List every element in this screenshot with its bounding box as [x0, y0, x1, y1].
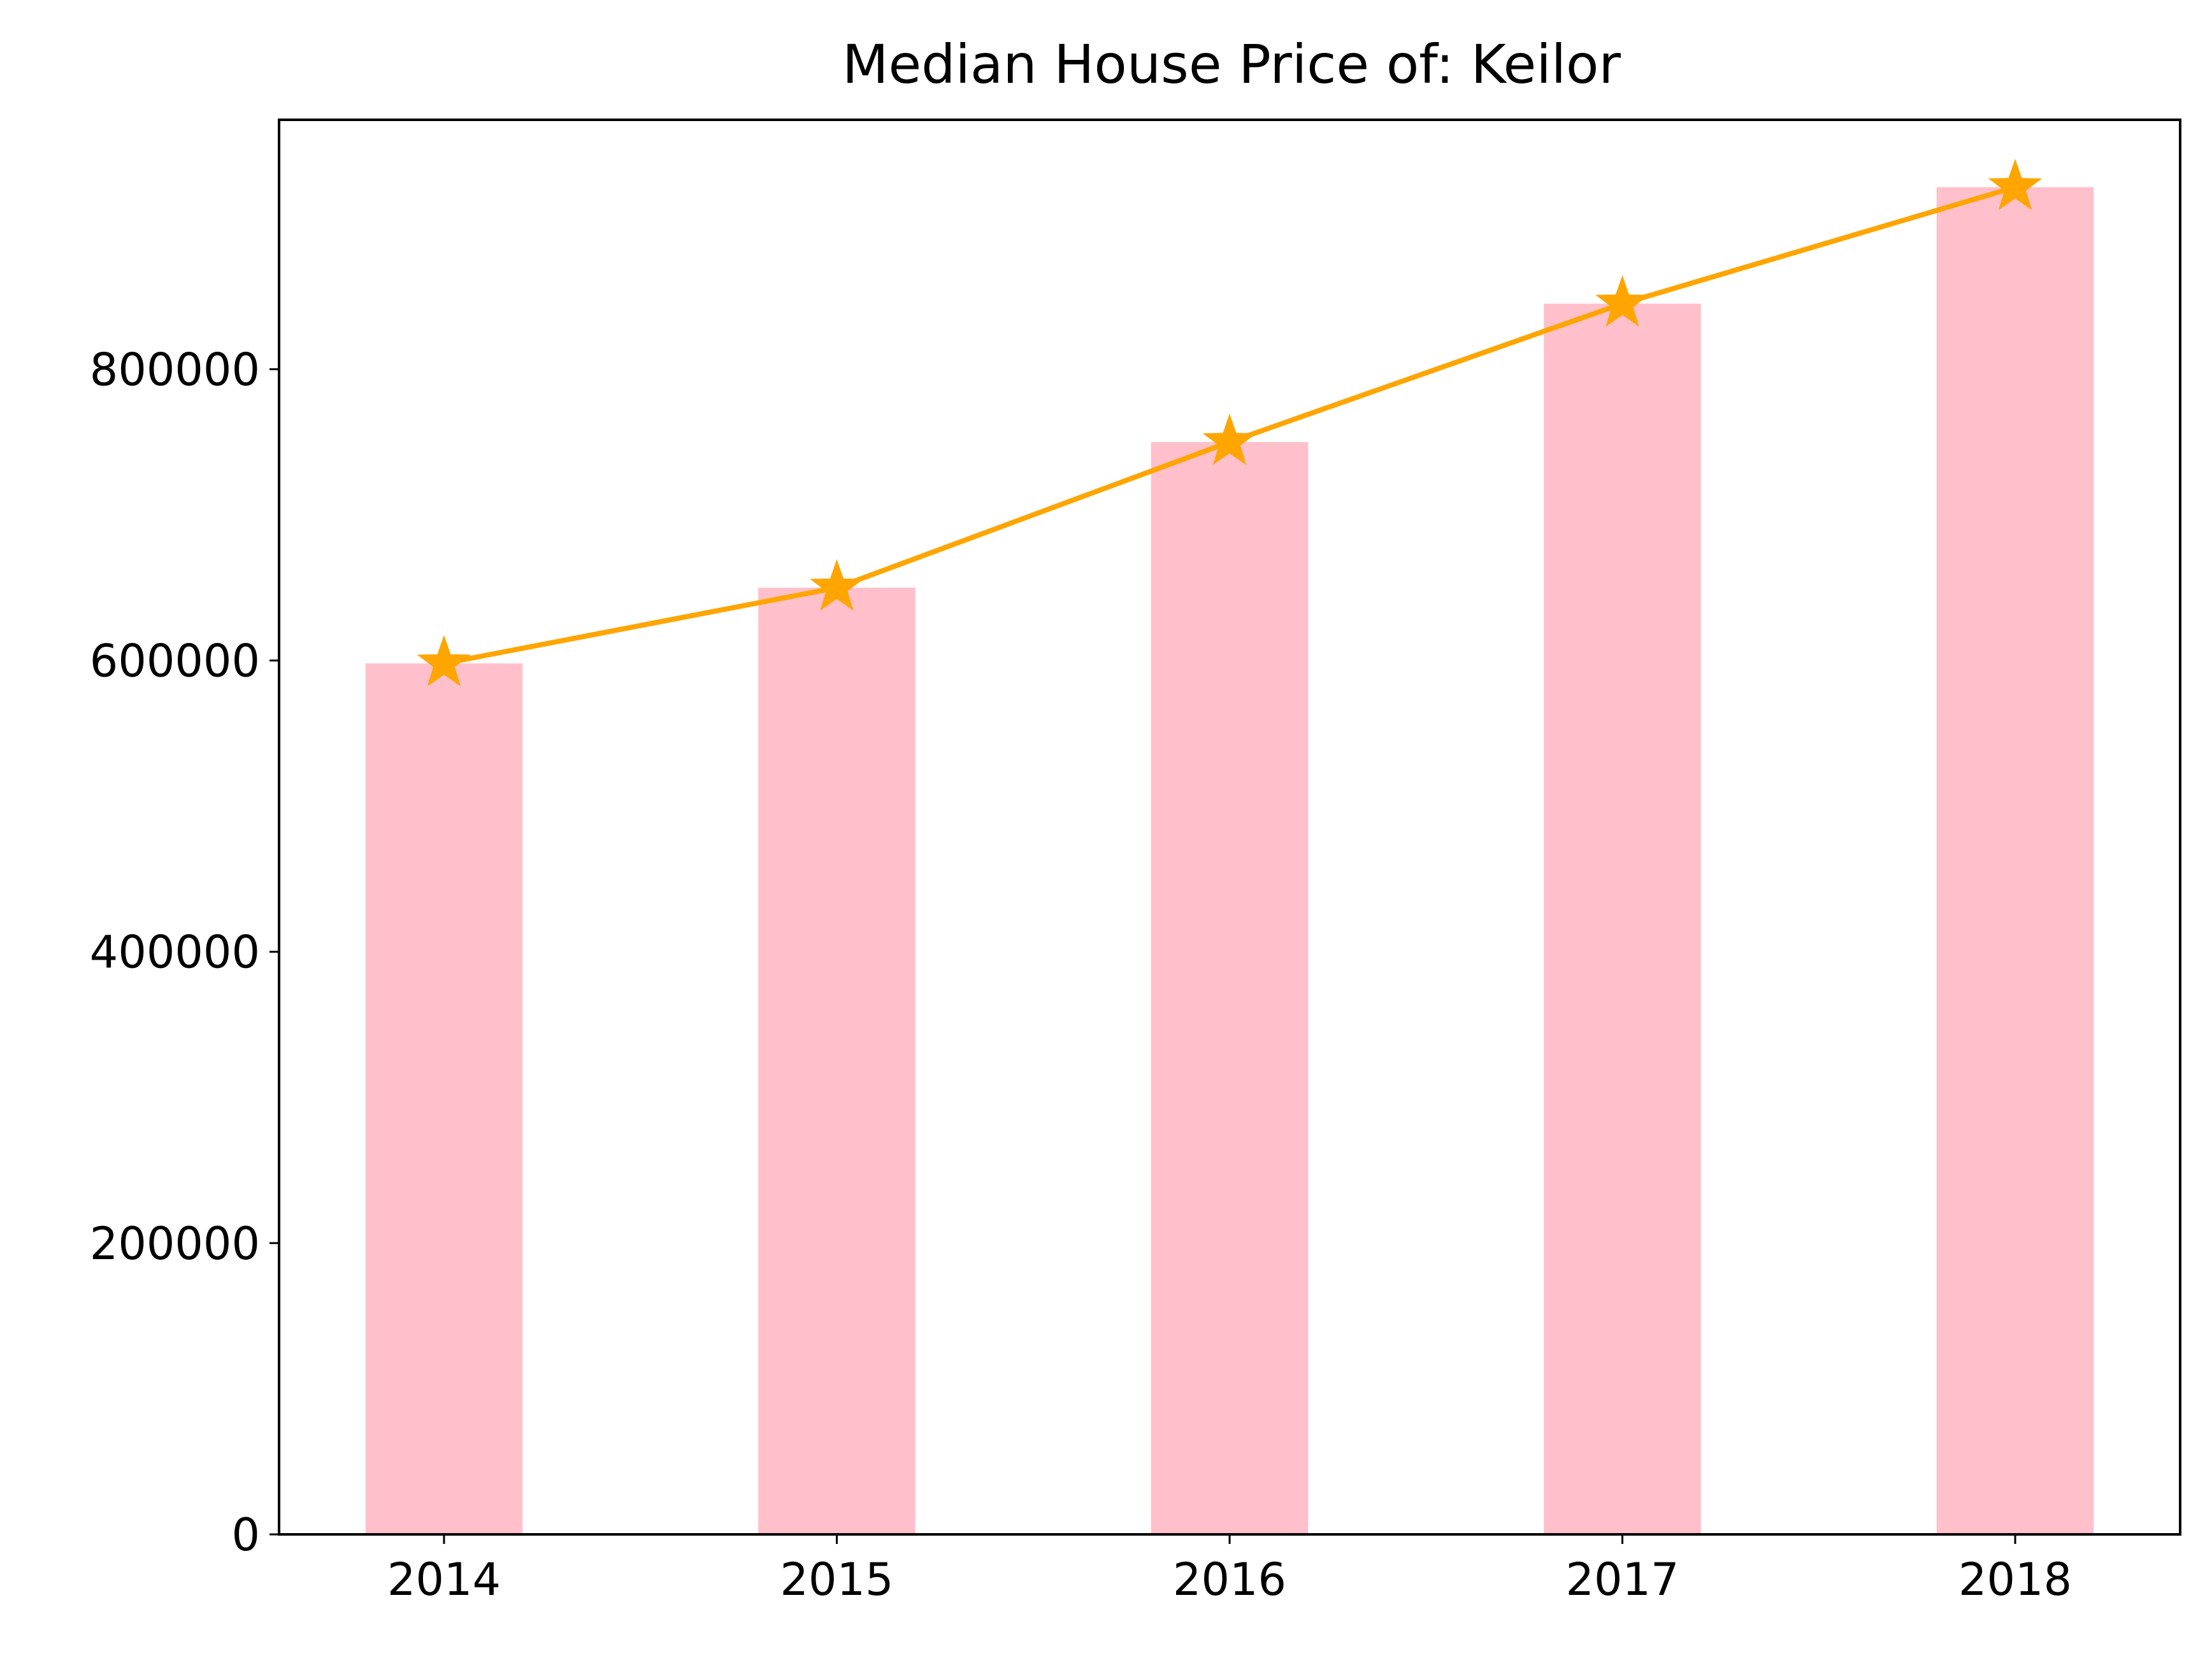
- star-marker-2015: [810, 559, 864, 611]
- y-tick-label: 200000: [90, 1218, 260, 1270]
- chart-title: Median House Price of: Keilor: [842, 33, 1621, 96]
- y-tick-label: 800000: [90, 343, 260, 396]
- star-marker-2014: [417, 635, 471, 687]
- x-tick-label: 2015: [780, 1553, 893, 1606]
- y-tick-label: 600000: [90, 635, 260, 688]
- x-tick-label: 2014: [387, 1553, 501, 1606]
- x-tick-label: 2017: [1565, 1553, 1679, 1606]
- plot-frame: [278, 119, 2181, 1536]
- star-marker-2017: [1595, 275, 1649, 327]
- bar-2017: [1544, 303, 1701, 1535]
- line-series-group: [417, 159, 2043, 687]
- bar-2015: [758, 588, 916, 1535]
- x-tick-label: 2016: [1173, 1553, 1286, 1606]
- y-axis: 0 200000 400000 600000 800000: [90, 343, 279, 1561]
- bar-2016: [1151, 442, 1309, 1534]
- star-marker-2018: [1988, 159, 2043, 210]
- y-tick-label: 400000: [90, 926, 260, 979]
- y-tick-label: 0: [231, 1509, 260, 1561]
- bar-2018: [1936, 187, 2094, 1534]
- bars-group: [365, 187, 2094, 1535]
- x-axis: 2014 2015 2016 2017 2018: [387, 1534, 2072, 1606]
- star-marker-2016: [1202, 414, 1257, 465]
- bar-2014: [365, 663, 523, 1534]
- x-tick-label: 2018: [1958, 1553, 2072, 1606]
